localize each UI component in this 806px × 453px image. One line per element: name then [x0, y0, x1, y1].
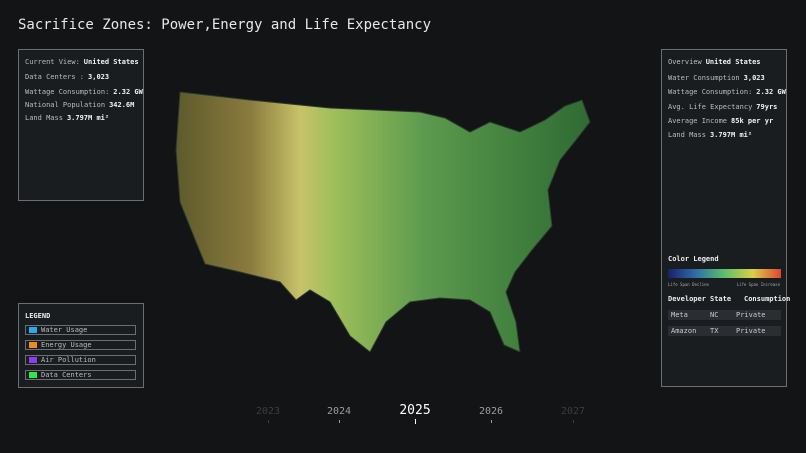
legend-item[interactable]: Air Pollution: [25, 355, 136, 365]
table-header-cell: Developer: [668, 295, 706, 303]
table-header-cell: State: [710, 295, 732, 303]
us-terrain-map: [175, 91, 591, 353]
legend-swatch: [29, 342, 37, 348]
info-label: Overview: [668, 58, 702, 66]
info-value: 3.797M mi²: [709, 131, 753, 139]
table-header-cell: Consumption: [744, 295, 791, 303]
current-view-panel: Current View: United States Data Centers :…: [18, 49, 144, 201]
info-label: Wattage Consumption:: [668, 88, 753, 96]
color-legend-title: Color Legend: [668, 255, 719, 263]
table-cell: Amazon: [671, 327, 697, 335]
info-row: Water Consumption 3,023: [668, 74, 765, 82]
table-cell: Private: [736, 327, 766, 335]
info-row: Current View: United States: [25, 58, 139, 66]
info-label: National Population: [25, 101, 106, 109]
legend-label: Energy Usage: [41, 341, 92, 349]
legend-swatch: [29, 357, 37, 363]
info-label: Avg. Life Expectancy: [668, 103, 753, 111]
info-value: United States: [705, 58, 761, 66]
color-scale-bar: [668, 269, 781, 278]
timeline-year-selected[interactable]: 2025: [399, 403, 431, 418]
table-cell: NC: [710, 311, 719, 319]
timeline-year[interactable]: 2024: [326, 406, 352, 417]
timeline-year[interactable]: 2027: [560, 406, 586, 417]
table-cell: TX: [710, 327, 719, 335]
info-value: 2.32 GW: [113, 88, 143, 96]
table-row[interactable]: Amazon TX Private: [668, 326, 781, 336]
table-row[interactable]: Meta NC Private: [668, 310, 781, 320]
timeline-year[interactable]: 2023: [255, 406, 281, 417]
table-cell: Private: [736, 311, 766, 319]
info-label: Data Centers :: [25, 73, 85, 81]
timeline-tick: [415, 419, 416, 424]
info-row: Avg. Life Expectancy 79yrs: [668, 103, 777, 111]
legend-title: LEGEND: [25, 312, 51, 320]
timeline-tick: [268, 420, 269, 423]
info-label: Wattage Consumption:: [25, 88, 110, 96]
info-value: 85k per yr: [731, 117, 774, 125]
info-label: Land Mass: [668, 131, 706, 139]
legend-item[interactable]: Water Usage: [25, 325, 136, 335]
info-label: Average Income: [668, 117, 728, 125]
legend-panel: LEGEND Water Usage Energy Usage Air Pollut…: [18, 303, 144, 388]
info-value: 79yrs: [756, 103, 778, 111]
color-legend-low: Life Span Decline: [668, 282, 709, 287]
info-row: Wattage Consumption: 2.32 GW: [668, 88, 786, 96]
info-row: Data Centers :3,023: [25, 73, 109, 81]
table-cell: Meta: [671, 311, 688, 319]
info-row: Average Income 85k per yr: [668, 117, 773, 125]
info-value: 3.797M mi²: [66, 114, 110, 122]
info-value: United States: [83, 58, 139, 66]
info-row: National Population 342.6M: [25, 101, 134, 109]
legend-item[interactable]: Energy Usage: [25, 340, 136, 350]
info-value: 3,023: [88, 73, 110, 81]
timeline-tick: [491, 420, 492, 423]
timeline-tick: [339, 420, 340, 423]
info-row: Overview United States: [668, 58, 761, 66]
info-value: 3,023: [743, 74, 765, 82]
overview-panel: Color Legend Life Span Decline Life Span…: [661, 49, 791, 387]
info-value: 342.6M: [109, 101, 135, 109]
color-legend-high: Life Span Increase: [736, 282, 780, 287]
timeline-year[interactable]: 2026: [478, 406, 504, 417]
info-label: Water Consumption: [668, 74, 740, 82]
legend-item[interactable]: Data Centers: [25, 370, 136, 380]
table-header: Developer State Consumption: [662, 295, 791, 305]
info-row: Wattage Consumption: 2.32 GW: [25, 88, 143, 96]
timeline-tick: [573, 420, 574, 423]
page-title: Sacrifice Zones: Power,Energy and Life E…: [18, 17, 432, 33]
info-row: Land Mass 3.797M mi²: [668, 131, 752, 139]
legend-label: Air Pollution: [41, 356, 96, 364]
legend-label: Data Centers: [41, 371, 92, 379]
info-value: 2.32 GW: [756, 88, 786, 96]
info-label: Current View:: [25, 58, 80, 66]
legend-label: Water Usage: [41, 326, 88, 334]
legend-swatch: [29, 372, 37, 378]
legend-swatch: [29, 327, 37, 333]
info-row: Land Mass 3.797M mi²: [25, 114, 109, 122]
info-label: Land Mass: [25, 114, 63, 122]
